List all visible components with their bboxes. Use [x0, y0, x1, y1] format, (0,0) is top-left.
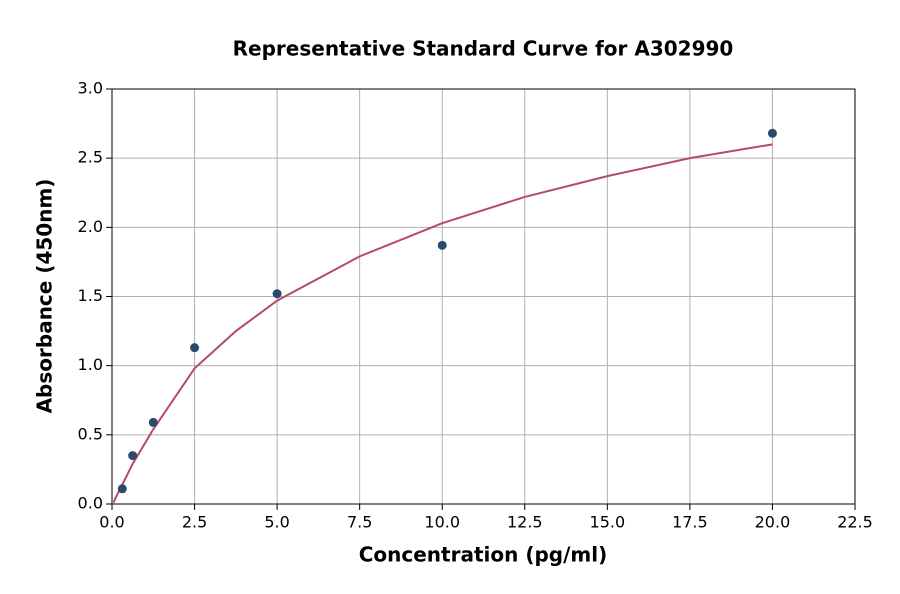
y-tick-label: 1.0: [78, 355, 103, 374]
plot-frame: [111, 88, 856, 505]
x-tick-label: 15.0: [590, 513, 626, 532]
x-tick-label: 10.0: [424, 513, 460, 532]
x-tick-label: 5.0: [264, 513, 289, 532]
data-point: [190, 343, 200, 353]
fit-curve: [112, 143, 773, 503]
x-tick-label: 7.5: [347, 513, 372, 532]
y-tick-label: 0.5: [78, 424, 103, 443]
chart-title: Representative Standard Curve for A30299…: [233, 37, 734, 61]
data-point: [272, 289, 282, 299]
data-point: [148, 417, 158, 427]
data-point: [767, 128, 777, 138]
y-tick-label: 2.0: [78, 217, 103, 236]
x-tick-label: 17.5: [672, 513, 708, 532]
y-tick-label: 1.5: [78, 286, 103, 305]
x-tick-label: 12.5: [507, 513, 543, 532]
x-tick-label: 0.0: [99, 513, 124, 532]
y-tick-label: 0.0: [78, 494, 103, 513]
x-axis-label: Concentration (pg/ml): [359, 543, 608, 567]
x-tick-label: 20.0: [755, 513, 791, 532]
y-axis-label: Absorbance (450nm): [33, 179, 57, 414]
data-point: [128, 451, 138, 461]
y-tick-label: 2.5: [78, 148, 103, 167]
data-point: [437, 240, 447, 250]
data-point: [117, 484, 127, 494]
y-tick-label: 3.0: [78, 79, 103, 98]
x-tick-label: 2.5: [182, 513, 207, 532]
x-tick-label: 22.5: [837, 513, 873, 532]
